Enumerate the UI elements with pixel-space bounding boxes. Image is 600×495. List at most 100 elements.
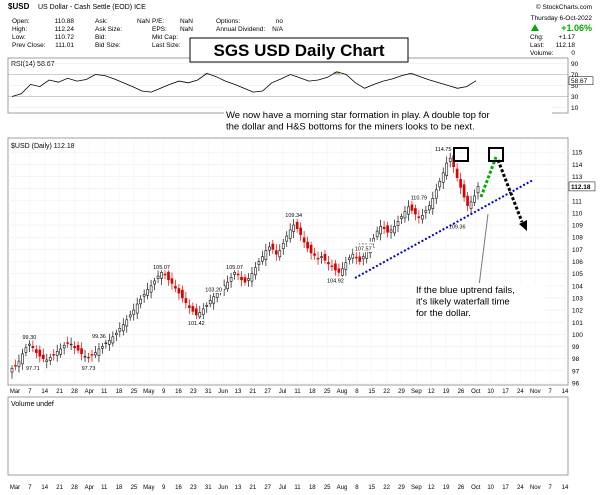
candle [236,273,240,276]
candle [121,324,125,332]
header-description: US Dollar - Cash Settle (EOD) ICE [38,4,146,11]
candle [434,189,438,199]
candle [73,346,76,349]
candle [414,208,417,215]
point-label-bg [224,262,245,271]
candle [181,289,184,299]
header-date: Thursday 6-Oct-2022 [531,15,593,22]
candle [431,198,435,209]
candle [52,354,56,356]
candle [10,368,14,373]
candle [337,268,341,273]
candle [389,229,393,233]
candle [427,205,431,211]
x-tick-label: 17 [502,389,509,395]
x-tick-label: Jun [218,485,228,491]
note-top-box [224,107,552,132]
candle [313,253,316,256]
candle [205,304,209,307]
x-tick-label: 17 [502,485,509,491]
x-tick-label: 27 [264,389,271,395]
point-label: 109.34 [285,213,302,219]
candle [403,211,407,219]
candle [347,257,351,260]
x-tick-label: 26 [458,485,465,491]
candle [344,262,348,270]
candle [469,201,473,209]
x-tick-label: 23 [190,389,197,395]
candle [292,224,296,232]
x-tick-label: 25 [131,389,138,395]
price-last-value: 112.18 [571,184,591,191]
stat-label: Low: [12,34,26,41]
x-tick-label: 31 [205,485,212,491]
point-label-bg [408,193,429,201]
candle [288,229,292,239]
x-tick-label: 14 [41,389,48,395]
projection-down [496,159,524,223]
candle [21,353,24,365]
header-stats: Open: 110.88 High: 112.24 Low: 110.72 Prev Clo… [12,18,575,57]
candle [212,296,216,304]
candle [201,308,205,315]
candle [393,225,396,234]
candle [473,195,476,203]
x-tick-label: 11 [101,485,108,491]
x-tick-label: 25 [131,485,138,491]
rsi-tick-label: 70 [571,72,579,79]
stat-value: 0 [571,50,575,57]
point-label-bg [353,244,374,252]
candle [167,271,170,281]
candle [90,354,94,356]
price-tick-label: 103 [572,295,583,302]
candle [243,277,247,283]
candle [215,292,219,298]
candle [382,226,386,229]
up-arrow-icon [531,24,539,31]
x-tick-label: 21 [249,485,256,491]
point-label: 97.71 [26,366,40,372]
x-tick-label: 8 [355,389,359,395]
candle [69,343,73,346]
candle [476,186,480,194]
candle [24,347,28,353]
candle [455,168,459,178]
candle [94,352,97,356]
candle [417,216,421,219]
x-tick-label: Nov [530,485,541,491]
candle [361,256,365,260]
x-tick-label: Jun [218,389,228,395]
x-tick-label: 7 [28,389,32,395]
price-label: $USD (Daily) 112.18 [11,143,75,150]
candle [264,250,268,260]
candle [194,308,198,316]
candle [396,221,400,226]
point-label-bg [88,332,109,340]
candle [118,328,122,332]
candle [226,281,229,290]
stat-label: Volume: [530,50,554,57]
rsi-tick-label: 90 [571,61,579,68]
x-tick-label: 15 [368,389,375,395]
point-label: 104.92 [327,279,344,285]
candle [177,288,181,294]
candle [59,348,63,355]
candle [445,162,449,176]
candle [281,242,285,250]
x-tick-label: 11 [294,485,301,491]
price-tick-label: 109 [572,223,583,230]
top-one-box [453,147,469,162]
x-tick-label: Aug [337,485,348,491]
candle [62,345,66,349]
x-tick-label: 7 [28,485,32,491]
stat-label: Prev Close: [12,42,46,49]
callout-pointer [477,213,489,295]
point-label-bg [22,364,43,372]
stat-label: Last Size: [152,42,181,49]
candle [299,227,302,236]
x-tick-label: 12 [428,485,435,491]
candle [45,359,49,362]
x-tick-label: Apr [85,389,94,395]
price-tick-label: 97 [572,368,580,375]
x-tick-label: 11 [294,389,301,395]
